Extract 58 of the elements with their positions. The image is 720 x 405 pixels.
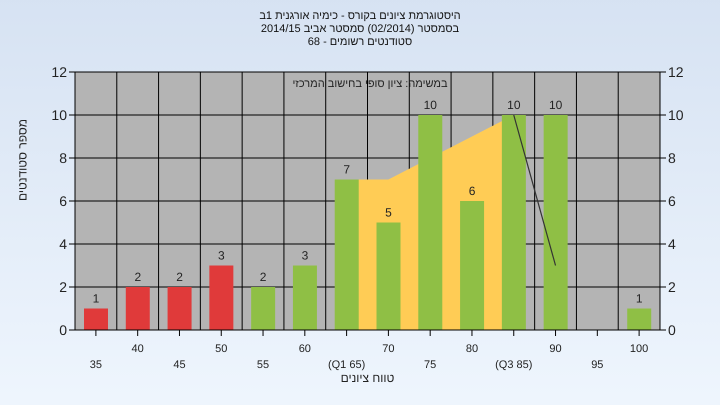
x-tick-label: 35 [90, 359, 102, 371]
x-tick-label: 55 [256, 359, 270, 371]
x-tick-label: 45 [173, 359, 186, 371]
x-tick-label: (Q1 65) [328, 359, 366, 371]
bar [627, 308, 652, 330]
y2-tick-label: 0 [668, 322, 676, 338]
data-label: 2 [134, 270, 142, 284]
y-tick-label: 10 [51, 106, 68, 123]
y-tick-label: 8 [59, 150, 68, 166]
x-tick-label: 60 [298, 343, 311, 355]
data-label: 3 [302, 248, 309, 262]
x-tick-label: 75 [424, 359, 436, 371]
y2-tick-label: 12 [668, 64, 684, 80]
y2-tick-label: 10 [668, 106, 684, 123]
y-tick-label: 0 [59, 322, 68, 338]
bar [544, 115, 568, 330]
x-tick-label: 90 [549, 343, 562, 355]
x-tick-label: 95 [591, 359, 604, 371]
x-axis-title: טווח ציונים [340, 371, 395, 385]
y-tick-label: 12 [51, 64, 68, 80]
data-label: 1 [92, 292, 100, 306]
bar [251, 287, 276, 330]
x-tick-label: (Q3 85) [495, 359, 532, 371]
bar [209, 266, 234, 330]
data-label: 2 [176, 270, 184, 284]
bar [502, 115, 526, 330]
y2-tick-label: 8 [668, 150, 676, 166]
data-label: 6 [468, 184, 476, 198]
chart-subtitle: בסמסטר (02/2014) סמסטר אביב 2014/15 סטודנטים רשומים - 68 [260, 23, 460, 49]
bar [418, 115, 442, 330]
x-tick-label: 80 [466, 343, 478, 355]
data-label: 10 [507, 98, 521, 112]
y-tick-label: 2 [59, 278, 68, 295]
x-tick-label: 50 [215, 343, 228, 355]
data-label: 1 [636, 292, 643, 306]
y-tick-label: 6 [59, 192, 68, 209]
data-label: 10 [424, 98, 438, 112]
chart-title: היסטוגרמת ציונים בקורס - כימיה אורגנית 1ב [258, 10, 462, 23]
bar [376, 222, 400, 330]
bar [460, 201, 484, 330]
x-tick-label: 100 [630, 343, 648, 355]
y-tick-label: 4 [59, 236, 68, 252]
bar [292, 266, 317, 330]
y2-tick-label: 2 [668, 278, 676, 295]
bar [84, 308, 108, 330]
data-label: 10 [548, 98, 563, 112]
bar [126, 287, 150, 330]
y2-tick-label: 4 [668, 236, 676, 252]
data-label: 7 [343, 162, 350, 176]
data-label: 3 [218, 248, 226, 262]
x-tick-label: 70 [382, 343, 395, 355]
data-label: 5 [385, 206, 392, 220]
data-label: 2 [260, 270, 267, 284]
bar [168, 287, 192, 330]
y-axis-title: מספר סטודנטים [15, 118, 30, 201]
bar [334, 180, 359, 330]
y2-tick-label: 6 [668, 192, 676, 209]
x-tick-label: 40 [132, 343, 144, 355]
